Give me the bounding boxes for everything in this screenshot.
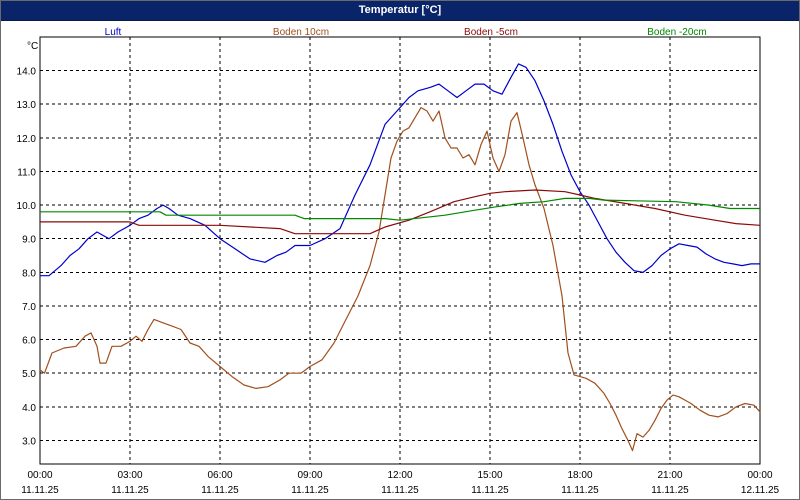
y-tick-label: 8.0 [22,268,36,279]
chart-title: Temperatur [°C] [358,4,442,16]
series-line-luft [40,63,760,277]
plot-area-border [39,36,761,465]
x-tick-date-label: 11.11.25 [21,485,59,496]
x-tick-time-label: 18:00 [567,470,592,481]
x-tick-time-label: 12:00 [387,470,412,481]
y-tick-label: 5.0 [22,369,36,380]
legend-entry: Luft [105,27,122,38]
title-bar: Temperatur [°C] [1,1,799,21]
x-tick-date-label: 11.11.25 [651,485,689,496]
y-tick-label: 12.0 [17,134,37,145]
x-tick-date-label: 11.11.25 [111,485,149,496]
y-tick-label: 6.0 [22,336,36,347]
x-tick-date-label: 11.11.25 [291,485,329,496]
series-line-boden-5cm [40,189,761,235]
series-line-boden-10cm [39,107,761,452]
x-tick-time-label: 00:00 [747,470,772,481]
legend-entry: Boden 10cm [273,27,329,38]
x-tick-time-label: 06:00 [207,470,232,481]
y-tick-label: 4.0 [22,403,36,414]
x-tick-time-label: 03:00 [117,470,142,481]
legend-entry: Boden -5cm [464,27,518,38]
x-tick-date-label: 11.11.25 [201,485,239,496]
x-tick-time-label: 00:00 [27,470,52,481]
y-axis-unit-label: °C [27,41,38,52]
x-tick-date-label: 11.11.25 [561,485,599,496]
x-tick-date-label: 11.11.25 [471,485,509,496]
y-tick-label: 3.0 [22,436,36,447]
y-tick-label: 13.0 [17,100,37,111]
x-tick-time-label: 21:00 [657,470,682,481]
y-tick-label: 14.0 [17,67,37,78]
x-tick-time-label: 15:00 [477,470,502,481]
y-tick-label: 11.0 [17,167,36,178]
y-tick-label: 10.0 [17,201,37,212]
x-tick-time-label: 09:00 [297,470,322,481]
x-tick-date-label: 11.11.25 [381,485,419,496]
x-tick-date-label: 12.11.25 [741,485,780,496]
y-tick-label: 9.0 [22,235,36,246]
legend-entry: Boden -20cm [647,27,706,38]
y-tick-label: 7.0 [22,302,36,313]
series-line-boden-20cm [40,197,760,221]
